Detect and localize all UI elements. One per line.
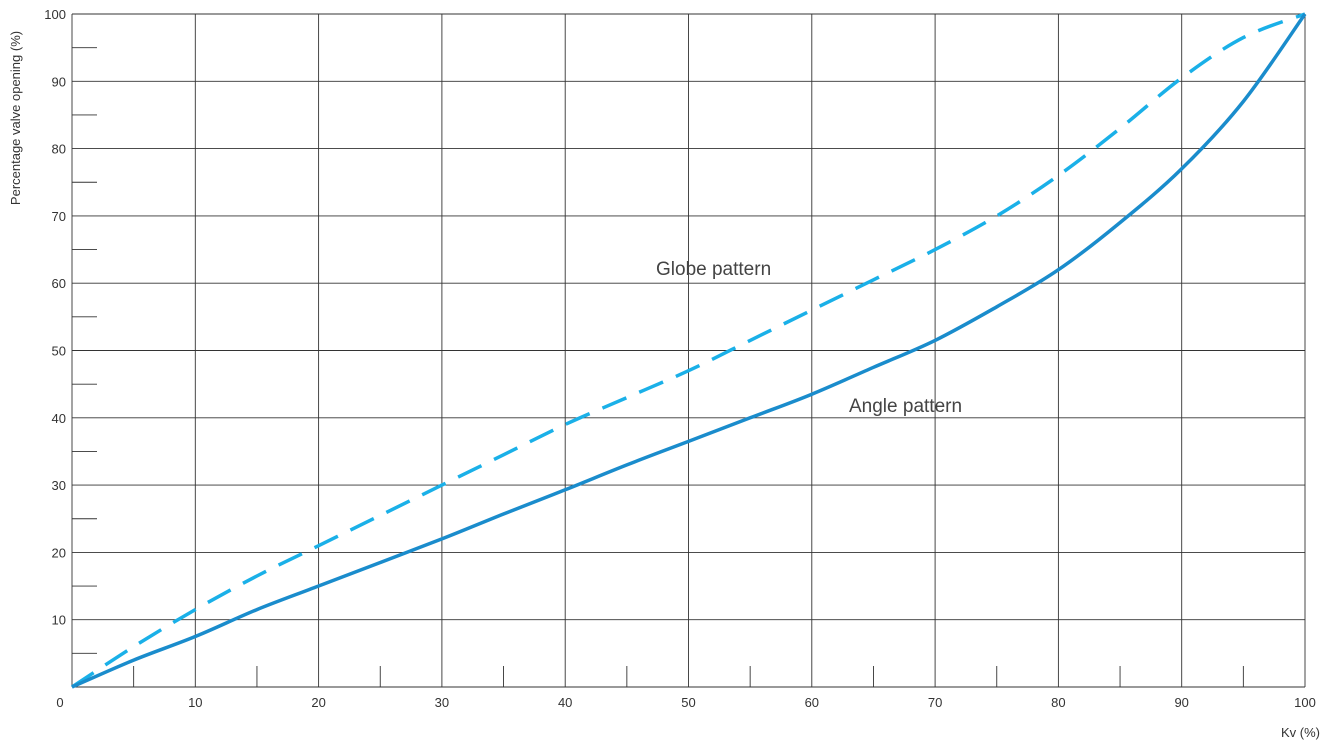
- y-tick-label-80: 80: [52, 142, 66, 157]
- series-lines: [71, 12, 1307, 689]
- x-tick-label-100: 100: [1294, 695, 1316, 710]
- y-tick-label-40: 40: [52, 411, 66, 426]
- y-axis-label: Percentage valve opening (%): [8, 31, 23, 205]
- globe-pattern-label: Globe pattern: [656, 259, 771, 280]
- y-tick-label-20: 20: [52, 545, 66, 560]
- y-tick-label-70: 70: [52, 209, 66, 224]
- x-tick-label-40: 40: [558, 695, 572, 710]
- x-tick-label-30: 30: [435, 695, 449, 710]
- x-tick-label-0: 0: [56, 695, 63, 710]
- y-tick-label-60: 60: [52, 276, 66, 291]
- x-tick-label-90: 90: [1174, 695, 1188, 710]
- x-axis-label: Kv (%): [1281, 725, 1320, 740]
- angle-pattern-line: [71, 12, 1307, 689]
- grid-lines: [71, 13, 1306, 688]
- x-tick-label-70: 70: [928, 695, 942, 710]
- y-tick-label-50: 50: [52, 344, 66, 359]
- minor-ticks: [72, 47, 1244, 687]
- tick-labels: 0 10 20 30 40 50 60 70 80 90 100 10 20 30 40 50 60 70 80 90…: [44, 7, 1316, 710]
- x-tick-label-80: 80: [1051, 695, 1065, 710]
- x-tick-label-50: 50: [681, 695, 695, 710]
- y-tick-label-30: 30: [52, 478, 66, 493]
- x-tick-label-20: 20: [311, 695, 325, 710]
- x-tick-label-10: 10: [188, 695, 202, 710]
- angle-pattern-label: Angle pattern: [849, 396, 962, 417]
- y-tick-label-90: 90: [52, 74, 66, 89]
- x-tick-label-60: 60: [805, 695, 819, 710]
- y-tick-label-100: 100: [44, 7, 66, 22]
- globe-pattern-line: [71, 12, 1306, 689]
- y-tick-label-10: 10: [52, 613, 66, 628]
